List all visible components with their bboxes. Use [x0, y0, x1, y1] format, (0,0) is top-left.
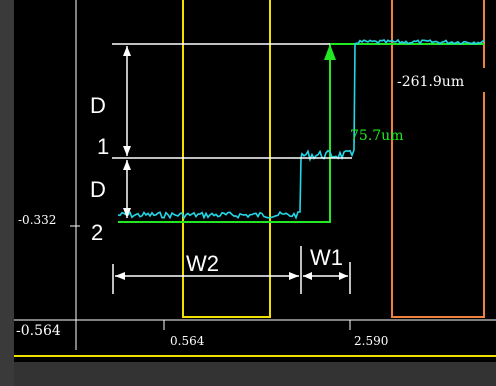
left-border [0, 0, 14, 386]
lower-readout: 75.7um [350, 128, 403, 144]
upper-readout: -261.9um [397, 74, 464, 90]
d1-arrow-head-top [123, 46, 131, 56]
bottom-strip [14, 362, 496, 386]
d1-label-letter: D [90, 93, 106, 118]
cyan-measured-trace [117, 38, 485, 220]
y-tick-label-1: -0.332 [18, 213, 56, 227]
x-tick-label-2: 2.590 [354, 334, 388, 348]
w2-arrow-head-right [289, 272, 299, 280]
d1-arrow-head-bottom [123, 146, 131, 156]
green-step-trace [118, 43, 484, 223]
w2-arrow-head-left [115, 272, 125, 280]
x-tick-label-1: 0.564 [170, 334, 205, 348]
upper-readout-bg [394, 68, 488, 92]
w1-arrow-head-left [303, 272, 312, 280]
d2-label-number: 2 [91, 220, 103, 245]
y-tick-label-2: -0.564 [16, 323, 61, 339]
d2-arrow-head-top [123, 160, 131, 170]
w2-label: W2 [186, 251, 219, 276]
w1-label: W1 [310, 245, 343, 270]
w1-arrow-head-right [339, 272, 348, 280]
green-arrow-marker [324, 44, 336, 60]
d1-label-number: 1 [97, 134, 109, 159]
d2-arrow-head-bottom [123, 208, 131, 218]
plot-area [14, 0, 496, 362]
d2-label-letter: D [90, 177, 106, 202]
